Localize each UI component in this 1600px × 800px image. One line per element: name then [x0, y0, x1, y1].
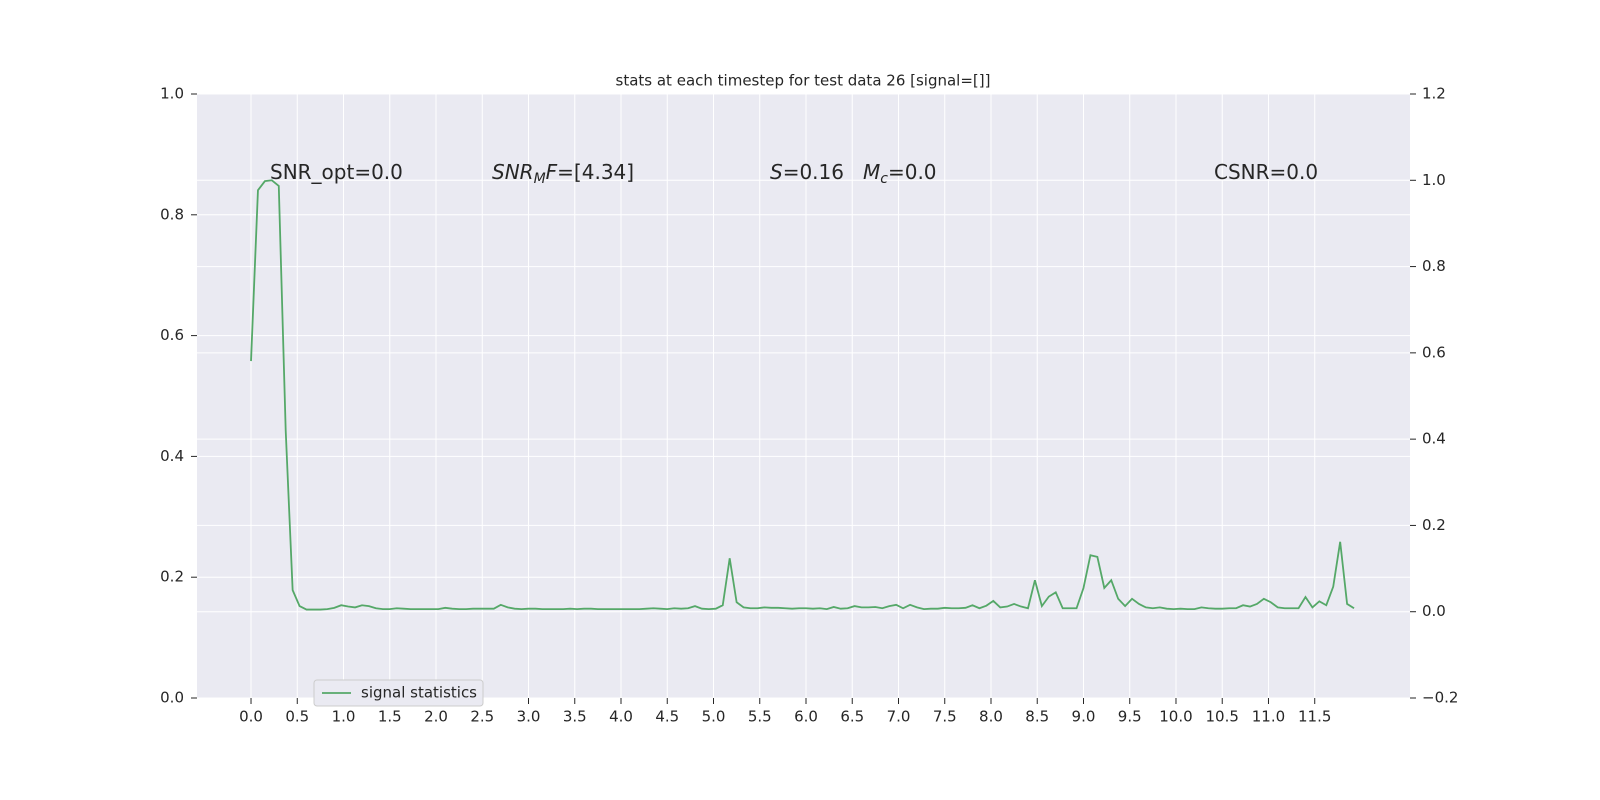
y2-tick-label: 0.2	[1422, 516, 1446, 534]
annotation-part: M	[863, 160, 880, 184]
x-tick-label: 7.0	[887, 708, 911, 726]
y-tick-label: 0.2	[160, 568, 184, 586]
y-tick-label: 0.8	[160, 205, 184, 223]
x-tick-label: 4.5	[655, 708, 679, 726]
x-tick-label: 8.5	[1025, 708, 1049, 726]
x-tick-label: 5.5	[748, 708, 772, 726]
y2-tick-label: −0.2	[1422, 689, 1458, 707]
x-tick-label: 6.0	[794, 708, 818, 726]
x-tick-label: 10.0	[1159, 708, 1192, 726]
plot-area	[197, 94, 1410, 698]
annotation-part: =[4.34]	[557, 160, 634, 184]
x-tick-label: 3.5	[563, 708, 587, 726]
legend-box	[313, 679, 484, 707]
annotation-part: CSNR=0.0	[1214, 160, 1318, 184]
y2-tick-label: 0.4	[1422, 430, 1446, 448]
annotation: SNRMF=[4.34]	[492, 160, 634, 188]
legend-label: signal statistics	[361, 684, 477, 702]
annotation-part: F	[546, 160, 558, 184]
chart-title: stats at each timestep for test data 26 …	[616, 72, 991, 90]
y-tick-label: 0.0	[160, 689, 184, 707]
x-tick-label: 0.5	[285, 708, 309, 726]
annotation-part: M	[534, 171, 546, 187]
y2-tick-label: 0.0	[1422, 602, 1446, 620]
x-tick-label: 6.5	[840, 708, 864, 726]
annotation: S=0.16	[770, 160, 844, 184]
x-tick-label: 11.5	[1298, 708, 1331, 726]
y-tick-label: 1.0	[160, 85, 184, 103]
x-tick-label: 3.0	[517, 708, 541, 726]
y2-tick-label: 0.6	[1422, 343, 1446, 361]
x-tick-label: 1.5	[378, 708, 402, 726]
x-tick-label: 2.0	[424, 708, 448, 726]
x-tick-label: 5.0	[702, 708, 726, 726]
x-tick-label: 9.0	[1072, 708, 1096, 726]
annotation-part: SNR	[492, 160, 534, 184]
annotation-part: SNR_opt=0.0	[270, 160, 403, 184]
x-tick-label: 11.0	[1252, 708, 1285, 726]
annotation-part: =0.16	[783, 160, 844, 184]
series-line	[250, 179, 1355, 611]
x-tick-label: 7.5	[933, 708, 957, 726]
annotation-part: =0.0	[888, 160, 937, 184]
y-tick-label: 0.6	[160, 326, 184, 344]
x-tick-label: 1.0	[332, 708, 356, 726]
x-tick-label: 4.0	[609, 708, 633, 726]
y-tick-label: 0.4	[160, 447, 184, 465]
annotation: SNR_opt=0.0	[270, 160, 403, 184]
y2-tick-label: 0.8	[1422, 257, 1446, 275]
annotation-part: c	[880, 171, 888, 187]
y2-tick-label: 1.2	[1422, 85, 1446, 103]
annotation: Mc=0.0	[863, 160, 937, 188]
x-tick-label: 8.0	[979, 708, 1003, 726]
annotation-part: S	[770, 160, 783, 184]
legend: signal statistics	[313, 679, 484, 707]
annotation: CSNR=0.0	[1214, 160, 1318, 184]
x-tick-label: 0.0	[239, 708, 263, 726]
x-tick-label: 9.5	[1118, 708, 1142, 726]
x-tick-label: 2.5	[470, 708, 494, 726]
y2-tick-label: 1.0	[1422, 171, 1446, 189]
x-tick-label: 10.5	[1206, 708, 1239, 726]
